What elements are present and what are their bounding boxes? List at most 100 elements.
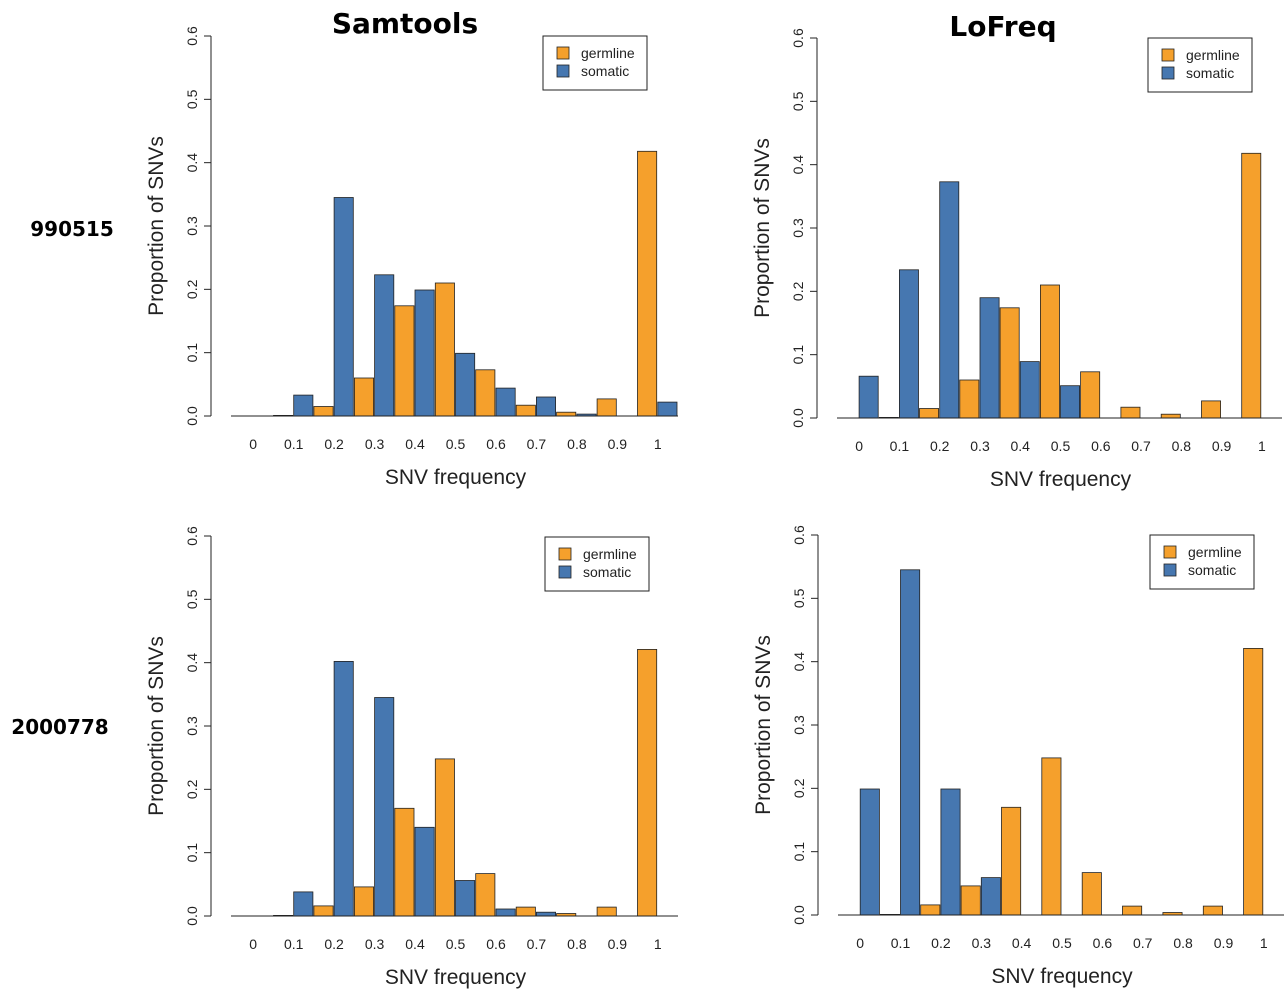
bar-germline [353,886,374,917]
column-title-samtools: Samtools [332,7,478,40]
y-axis-title: Proportion of SNVs [145,136,168,316]
y-tick-label: 0.5 [790,91,806,111]
x-tick-label: 0 [855,438,863,454]
bar-somatic [414,289,435,417]
bar-germline [637,150,658,417]
bar-germline [960,885,981,916]
legend-swatch-germline [558,547,572,561]
bar-somatic [333,661,354,917]
bar-somatic [455,352,476,417]
bar-germline [313,905,334,917]
y-tick-label: 0.0 [184,906,200,926]
legend-swatch-somatic [558,565,572,579]
bar-somatic [414,826,435,917]
legend-swatch-somatic [556,64,570,78]
legend-label-germline: germline [1186,47,1240,63]
bar-germline [596,398,617,417]
legend-swatch-germline [1163,545,1177,559]
x-tick-label: 0.3 [365,936,385,952]
bar-somatic [293,891,314,917]
x-tick-label: 0.8 [1173,935,1193,951]
y-tick-label: 0.2 [184,279,200,299]
bar-germline [475,873,496,917]
y-tick-label: 0.4 [184,653,200,673]
legend-label-somatic: somatic [1186,65,1234,81]
x-tick-label: 0.7 [1133,935,1153,951]
bar-germline [999,307,1020,419]
x-axis-title: SNV frequency [385,466,527,489]
bar-somatic [979,297,1000,419]
y-tick-label: 0.2 [791,778,807,798]
legend-label-somatic: somatic [583,564,631,580]
x-tick-label: 0.2 [931,935,951,951]
bar-germline [637,649,658,917]
bar-somatic [899,269,919,419]
bar-somatic [858,375,879,419]
bar-germline [475,369,496,417]
x-tick-label: 0.1 [284,936,304,952]
x-tick-label: 0.3 [365,436,385,452]
y-tick-label: 0.5 [791,588,807,608]
y-tick-label: 0.4 [790,155,806,175]
x-tick-label: 0.1 [890,438,910,454]
x-tick-label: 0.7 [1131,438,1151,454]
bar-germline [1202,905,1223,916]
x-tick-label: 0 [249,436,257,452]
bar-germline [556,411,577,417]
y-tick-label: 0.4 [184,153,200,173]
x-tick-label: 0.8 [567,936,587,952]
y-tick-label: 0.2 [790,281,806,301]
bar-somatic [293,394,314,417]
bar-germline [353,377,374,417]
y-tick-label: 0.6 [791,525,807,545]
x-tick-label: 0.1 [891,935,911,951]
x-tick-label: 1 [654,936,662,952]
bar-somatic [536,396,557,417]
bar-germline [434,282,455,417]
x-axis-title: SNV frequency [991,965,1133,988]
legend-label-germline: germline [581,45,635,61]
y-tick-label: 0.3 [184,716,200,736]
legend-box [1147,37,1253,93]
y-tick-label: 0.5 [184,89,200,109]
x-axis-title: SNV frequency [385,966,527,989]
x-tick-label: 1 [1258,438,1266,454]
y-tick-label: 0.1 [184,843,200,863]
y-tick-label: 0.2 [184,779,200,799]
row-label-990515: 990515 [30,217,114,241]
y-tick-label: 0.4 [791,652,807,672]
bar-germline [1081,872,1102,916]
bar-germline [434,758,455,917]
chart-panel: 0 0.1 0.2 0.3 0.4 0.5 0.6 0.7 0.8 0.9 1 0.0 0.1 0.2 0.… [751,28,1282,491]
bar-germline [1122,905,1143,916]
x-tick-label: 0.1 [284,436,304,452]
x-tick-label: 0.9 [608,936,628,952]
legend-label-germline: germline [583,546,637,562]
bar-germline [596,906,617,917]
y-tick-label: 0.6 [184,526,200,546]
x-tick-label: 0 [856,935,864,951]
legend-label-germline: germline [1188,544,1242,560]
bar-somatic [536,911,557,917]
y-tick-label: 0.6 [790,28,806,48]
x-axis-title: SNV frequency [990,468,1132,491]
legend-swatch-germline [556,46,570,60]
x-tick-label: 0.3 [970,438,990,454]
x-tick-label: 0.4 [1010,438,1030,454]
bar-germline [919,408,940,419]
legend-swatch-germline [1161,48,1175,62]
y-tick-label: 0.5 [184,589,200,609]
x-tick-label: 0.2 [324,436,344,452]
bar-germline [1243,648,1264,916]
bar-somatic [374,274,395,417]
legend-box [1149,534,1255,590]
bar-somatic [333,197,354,417]
bar-somatic [657,401,678,417]
chart-panel: 0 0.1 0.2 0.3 0.4 0.5 0.6 0.7 0.8 0.9 1 0.0 0.1 0.2 0.… [145,526,678,989]
legend-label-somatic: somatic [1188,562,1236,578]
y-tick-label: 0.6 [184,26,200,46]
x-tick-label: 1 [654,436,662,452]
y-tick-label: 0.1 [184,343,200,363]
bar-germline [313,406,334,417]
